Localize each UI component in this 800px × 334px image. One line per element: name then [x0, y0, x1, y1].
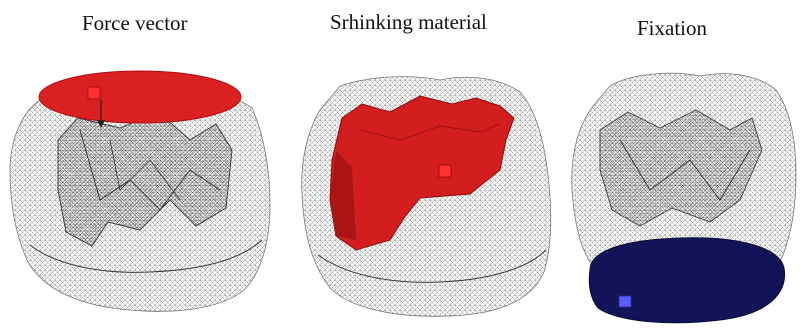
shrinking-material-mesh — [330, 96, 514, 250]
tooth-model-shrinking — [301, 76, 552, 317]
tooth-base-ring — [317, 249, 547, 283]
force-marker — [87, 86, 101, 100]
panel-label-shrinking-material: Srhinking material — [330, 10, 487, 34]
panel-label-force-vector: Force vector — [82, 11, 188, 35]
cavity-fold-line — [109, 139, 181, 201]
fixation-marker — [618, 295, 632, 308]
shrinking-material-fold — [359, 123, 501, 141]
tooth-model-fixation — [571, 72, 797, 324]
force-arrow-head — [97, 120, 105, 128]
cavity-fold-line — [79, 129, 221, 211]
fixation-region-mesh — [589, 237, 785, 323]
tooth-model-force — [9, 70, 271, 312]
panel-label-fixation: Fixation — [637, 16, 708, 40]
shrinking-material-shadow — [330, 150, 356, 240]
cavity-fold-line — [619, 139, 751, 201]
tooth-base-ring — [29, 239, 263, 273]
shrink-marker — [438, 164, 452, 178]
force-plate-mesh — [39, 71, 241, 123]
